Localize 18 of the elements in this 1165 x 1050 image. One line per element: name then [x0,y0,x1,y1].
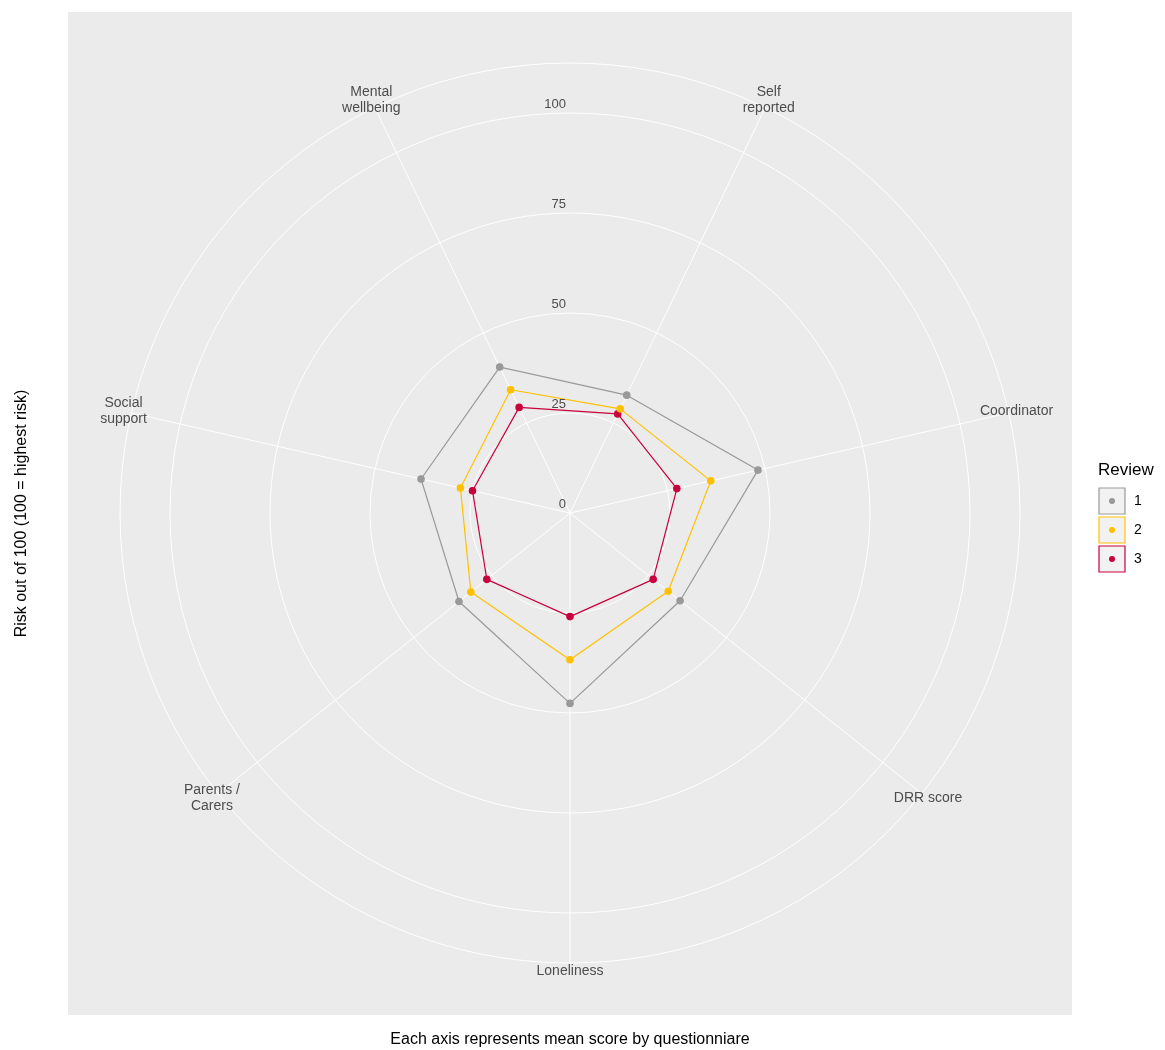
spoke-label: Parents / Carers [183,781,241,814]
spoke-label: Social support [100,393,147,426]
y-tick-label: 75 [551,196,566,212]
spoke-label: Coordinator [979,401,1054,418]
spoke-label: DRR score [893,789,963,806]
text: Each axis represents mean score by questionniare [390,1030,750,1048]
legend-label: 3 [1134,549,1142,566]
y-tick-label: 50 [551,296,566,312]
text: Risk out of 100 (100 = highest risk) [12,389,30,638]
legend-title: Review [1098,459,1155,479]
y-tick-label: 0 [558,496,566,512]
y-tick-label: 100 [544,96,566,112]
legend-label: 1 [1134,491,1142,508]
spoke-label: Mental wellbeing [341,83,401,116]
y-tick-label: 25 [551,396,566,412]
spoke-label: Loneliness [536,961,604,978]
spoke-label: Self reported [742,83,795,116]
legend-label: 2 [1134,520,1142,537]
